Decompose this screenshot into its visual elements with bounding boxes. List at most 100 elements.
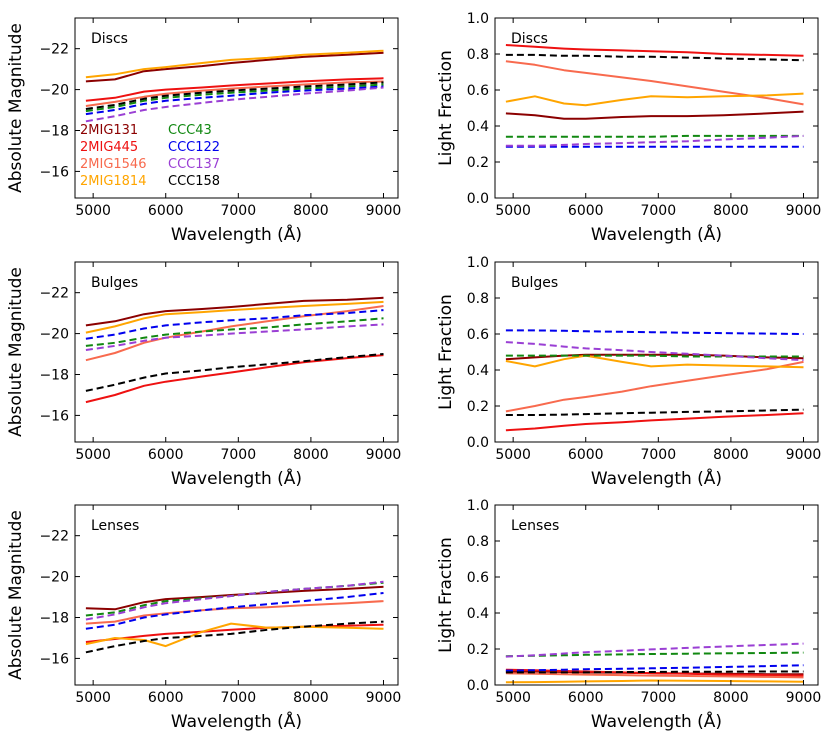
y-axis-label: Absolute Magnitude	[6, 23, 26, 193]
panel-title: Lenses	[511, 518, 559, 534]
y-tick-label: −20	[39, 327, 69, 343]
series-line-ccc137	[85, 86, 384, 123]
legend-entry-2mig1814: 2MIG1814	[80, 174, 146, 189]
series-line-2mig131	[85, 296, 384, 327]
x-tick-label: 7000	[220, 203, 256, 219]
y-tick-label: 0.8	[467, 534, 489, 550]
panel-title: Discs	[511, 31, 548, 47]
series-line-2mig131	[505, 353, 804, 361]
y-tick-label: 0.6	[467, 327, 489, 343]
series-line-ccc158	[85, 81, 384, 110]
x-axis-label: Wavelength (Å)	[591, 710, 722, 732]
panel-bulges-fraction: 5000 6000 7000 8000 9000 0.0 0.2 0.4 0.6 0.8 1.0 Wa…	[436, 255, 821, 489]
series-line-2mig1814	[505, 92, 804, 107]
x-axis-label: Wavelength (Å)	[171, 467, 302, 489]
series-line-2mig445	[505, 668, 804, 677]
series-line-2mig1546	[505, 672, 804, 679]
y-tick-label: 1.0	[467, 11, 489, 27]
panel-lenses-magnitude: 5000 6000 7000 8000 9000 −16 −18 −20 −22 Waveleng…	[6, 504, 402, 732]
x-tick-label: 9000	[366, 203, 402, 219]
y-tick-label: −20	[39, 83, 69, 99]
y-tick-label: 1.0	[467, 498, 489, 514]
legend-entry-ccc43: CCC43	[168, 123, 212, 138]
legend-entry-ccc158: CCC158	[168, 174, 220, 189]
series-line-2mig1546	[505, 60, 804, 106]
series-line-ccc43	[505, 134, 804, 138]
series-line-ccc122	[85, 309, 384, 340]
series-group	[85, 580, 384, 654]
y-tick-label: −18	[39, 611, 69, 627]
x-tick-label: 8000	[293, 447, 329, 463]
x-tick-label: 5000	[495, 690, 531, 706]
series-line-2mig445	[505, 412, 804, 432]
series-line-ccc137	[85, 323, 384, 351]
series-line-ccc158	[85, 353, 384, 392]
x-tick-label: 9000	[366, 690, 402, 706]
series-line-2mig1814	[85, 300, 384, 334]
x-tick-label: 7000	[640, 447, 676, 463]
series-line-2mig445	[505, 44, 804, 57]
axes-frame	[494, 261, 819, 443]
legend: 2MIG131 2MIG445 2MIG1546 2MIG1814 CCC43 CCC12…	[80, 123, 220, 189]
y-tick-label: 0.2	[467, 642, 489, 658]
x-tick-label: 6000	[148, 447, 184, 463]
y-tick-label: −22	[39, 42, 69, 58]
legend-entry-ccc122: CCC122	[168, 140, 220, 155]
series-line-2mig131	[85, 585, 384, 611]
panel-title: Bulges	[511, 275, 558, 291]
series-line-2mig1814	[505, 354, 804, 369]
x-tick-label: 7000	[640, 690, 676, 706]
series-line-ccc158	[85, 620, 384, 654]
series-line-2mig131	[85, 51, 384, 83]
x-tick-label: 7000	[220, 447, 256, 463]
y-axis-label: Light Fraction	[436, 537, 456, 653]
legend-entry-2mig131: 2MIG131	[80, 123, 138, 138]
y-tick-label: −22	[39, 529, 69, 545]
y-tick-label: 0.0	[467, 435, 489, 451]
series-line-2mig1546	[505, 360, 804, 413]
panel-discs-magnitude: 5000 6000 7000 8000 9000 −16 −18 −20 −22 Waveleng…	[6, 17, 402, 245]
x-tick-label: 6000	[568, 203, 604, 219]
series-group	[505, 329, 804, 432]
x-tick-label: 8000	[293, 690, 329, 706]
series-group	[85, 49, 384, 123]
x-tick-label: 6000	[568, 690, 604, 706]
y-axis-label: Absolute Magnitude	[6, 267, 26, 437]
series-line-ccc43	[85, 83, 384, 113]
series-group	[85, 296, 384, 404]
y-tick-label: 0.6	[467, 570, 489, 586]
series-line-ccc122	[85, 592, 384, 630]
y-tick-label: −18	[39, 124, 69, 140]
series-line-ccc158	[505, 408, 804, 416]
series-line-2mig445	[85, 354, 384, 404]
y-tick-label: 0.4	[467, 119, 489, 135]
x-tick-label: 7000	[640, 203, 676, 219]
x-axis-label: Wavelength (Å)	[171, 710, 302, 732]
y-tick-label: 0.6	[467, 83, 489, 99]
axes-frame	[74, 17, 399, 199]
series-group	[505, 642, 804, 684]
x-tick-label: 9000	[366, 447, 402, 463]
panel-discs-fraction: 5000 6000 7000 8000 9000 0.0 0.2 0.4 0.6 0.8 1.0 Wa…	[436, 11, 821, 245]
y-tick-label: −16	[39, 651, 69, 667]
series-line-ccc122	[85, 85, 384, 116]
x-tick-label: 8000	[713, 690, 749, 706]
x-tick-label: 5000	[495, 203, 531, 219]
series-line-ccc137	[85, 580, 384, 621]
series-line-2mig1546	[85, 305, 384, 362]
y-tick-label: −22	[39, 286, 69, 302]
y-tick-label: 0.4	[467, 363, 489, 379]
x-tick-label: 5000	[75, 690, 111, 706]
x-tick-label: 9000	[786, 690, 822, 706]
series-line-2mig1814	[505, 679, 804, 684]
panel-title: Bulges	[91, 275, 138, 291]
x-tick-label: 5000	[75, 447, 111, 463]
x-axis-label: Wavelength (Å)	[591, 223, 722, 245]
panel-title: Lenses	[91, 518, 139, 534]
panel-lenses-fraction: 5000 6000 7000 8000 9000 0.0 0.2 0.4 0.6 0.8 1.0 Wa…	[436, 498, 821, 732]
x-tick-label: 6000	[568, 447, 604, 463]
legend-entry-2mig1546: 2MIG1546	[80, 157, 146, 172]
axes-frame	[494, 504, 819, 686]
x-tick-label: 7000	[220, 690, 256, 706]
series-line-ccc158	[505, 670, 804, 674]
